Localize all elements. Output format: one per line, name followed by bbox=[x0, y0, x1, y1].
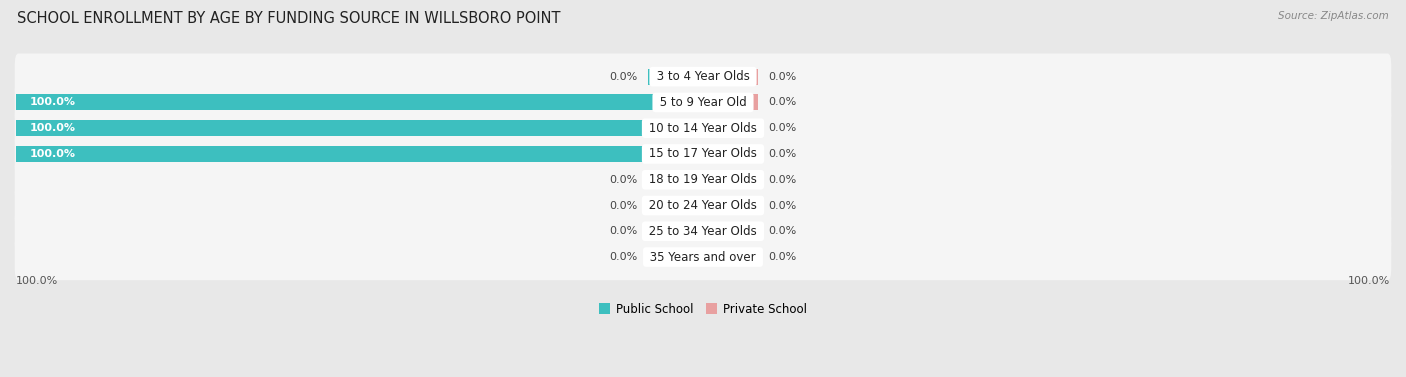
Bar bbox=[15, 120, 703, 136]
Text: 3 to 4 Year Olds: 3 to 4 Year Olds bbox=[652, 70, 754, 83]
FancyBboxPatch shape bbox=[14, 54, 1392, 100]
Bar bbox=[703, 172, 758, 188]
Text: 35 Years and over: 35 Years and over bbox=[647, 251, 759, 264]
Text: 0.0%: 0.0% bbox=[768, 123, 797, 133]
Text: SCHOOL ENROLLMENT BY AGE BY FUNDING SOURCE IN WILLSBORO POINT: SCHOOL ENROLLMENT BY AGE BY FUNDING SOUR… bbox=[17, 11, 561, 26]
Bar bbox=[15, 146, 703, 162]
Bar bbox=[648, 172, 703, 188]
FancyBboxPatch shape bbox=[14, 131, 1392, 177]
Text: 0.0%: 0.0% bbox=[609, 226, 638, 236]
Text: 0.0%: 0.0% bbox=[768, 226, 797, 236]
Text: 0.0%: 0.0% bbox=[609, 252, 638, 262]
Text: 100.0%: 100.0% bbox=[30, 123, 76, 133]
Text: 100.0%: 100.0% bbox=[1348, 276, 1391, 286]
Bar bbox=[703, 69, 758, 85]
Text: 18 to 19 Year Olds: 18 to 19 Year Olds bbox=[645, 173, 761, 186]
Text: 0.0%: 0.0% bbox=[768, 97, 797, 107]
Text: 100.0%: 100.0% bbox=[15, 276, 58, 286]
Text: 25 to 34 Year Olds: 25 to 34 Year Olds bbox=[645, 225, 761, 238]
Text: 0.0%: 0.0% bbox=[768, 149, 797, 159]
Bar bbox=[703, 120, 758, 136]
Text: 10 to 14 Year Olds: 10 to 14 Year Olds bbox=[645, 122, 761, 135]
Bar bbox=[648, 198, 703, 213]
Bar bbox=[648, 249, 703, 265]
Text: 0.0%: 0.0% bbox=[609, 175, 638, 185]
FancyBboxPatch shape bbox=[14, 156, 1392, 203]
FancyBboxPatch shape bbox=[14, 79, 1392, 126]
Bar bbox=[703, 146, 758, 162]
FancyBboxPatch shape bbox=[14, 105, 1392, 152]
Bar bbox=[703, 95, 758, 110]
Bar bbox=[15, 95, 703, 110]
Bar bbox=[703, 198, 758, 213]
Text: 0.0%: 0.0% bbox=[768, 252, 797, 262]
FancyBboxPatch shape bbox=[14, 208, 1392, 254]
Text: 100.0%: 100.0% bbox=[30, 97, 76, 107]
Text: 0.0%: 0.0% bbox=[768, 201, 797, 210]
Text: 15 to 17 Year Olds: 15 to 17 Year Olds bbox=[645, 147, 761, 161]
Legend: Public School, Private School: Public School, Private School bbox=[593, 298, 813, 320]
FancyBboxPatch shape bbox=[14, 182, 1392, 229]
Text: 0.0%: 0.0% bbox=[609, 72, 638, 82]
Text: 0.0%: 0.0% bbox=[768, 72, 797, 82]
Text: Source: ZipAtlas.com: Source: ZipAtlas.com bbox=[1278, 11, 1389, 21]
Text: 5 to 9 Year Old: 5 to 9 Year Old bbox=[655, 96, 751, 109]
Bar bbox=[648, 69, 703, 85]
Bar bbox=[703, 249, 758, 265]
Text: 100.0%: 100.0% bbox=[30, 149, 76, 159]
Text: 0.0%: 0.0% bbox=[768, 175, 797, 185]
Text: 0.0%: 0.0% bbox=[609, 201, 638, 210]
Text: 20 to 24 Year Olds: 20 to 24 Year Olds bbox=[645, 199, 761, 212]
Bar bbox=[703, 223, 758, 239]
Bar bbox=[648, 223, 703, 239]
FancyBboxPatch shape bbox=[14, 234, 1392, 280]
